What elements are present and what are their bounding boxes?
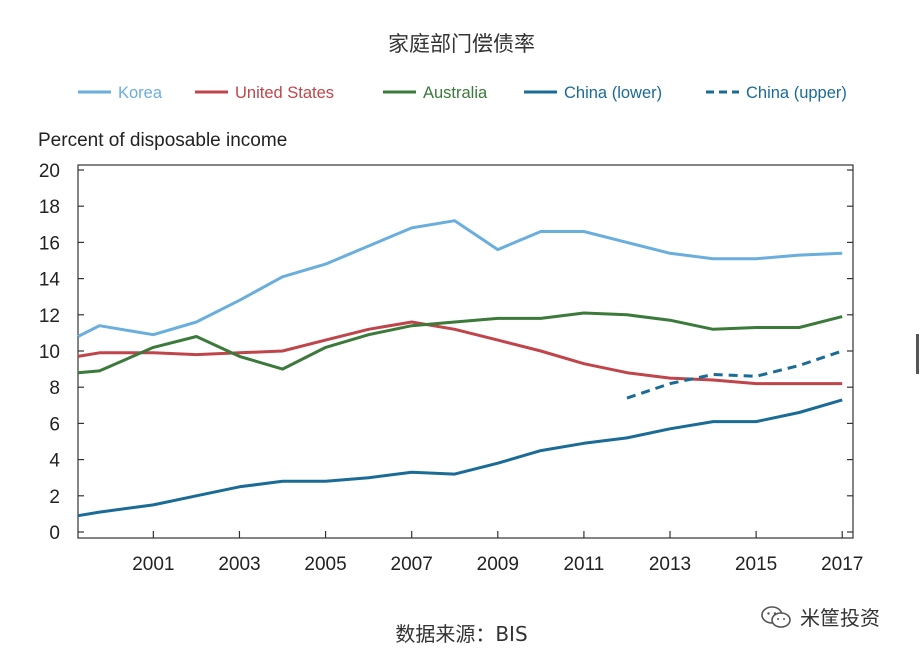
x-tick-label: 2001 bbox=[132, 554, 174, 575]
series-line-australia bbox=[77, 311, 843, 375]
y-tick-label: 18 bbox=[39, 197, 60, 218]
edge-divider bbox=[916, 334, 919, 374]
series-line-china-upper bbox=[626, 349, 843, 400]
x-tick-label: 2003 bbox=[218, 554, 260, 575]
legend-label: China (upper) bbox=[746, 84, 847, 102]
wechat-icon bbox=[761, 605, 791, 628]
x-tick-label: 2015 bbox=[735, 554, 777, 575]
y-tick-label: 2 bbox=[49, 487, 60, 508]
y-tick-label: 4 bbox=[49, 451, 60, 472]
chart-title: 家庭部门偿债率 bbox=[388, 32, 535, 56]
y-tick-label: 20 bbox=[39, 161, 60, 182]
y-tick-label: 8 bbox=[49, 378, 60, 399]
watermark: 米筐投资 bbox=[760, 602, 880, 631]
x-tick-label: 2005 bbox=[304, 554, 346, 575]
y-axis-label: Percent of disposable income bbox=[38, 130, 287, 151]
series-line-china-lower bbox=[77, 398, 843, 518]
y-tick-label: 16 bbox=[39, 233, 60, 254]
legend-label: China (lower) bbox=[564, 84, 662, 102]
x-tick-label: 2011 bbox=[563, 554, 604, 575]
x-tick-label: 2013 bbox=[649, 554, 691, 575]
series-line-korea bbox=[77, 219, 843, 338]
plot-frame bbox=[77, 164, 854, 539]
y-tick-label: 10 bbox=[39, 342, 60, 363]
y-tick-label: 14 bbox=[39, 270, 61, 291]
legend-label: Australia bbox=[423, 84, 488, 102]
y-axis-ticks: 0 2 4 6 8 10 12 14 16 18 20 bbox=[39, 161, 853, 544]
legend-label: Korea bbox=[118, 84, 163, 102]
y-tick-label: 6 bbox=[49, 414, 60, 435]
watermark-text: 米筐投资 bbox=[800, 606, 880, 630]
legend: Korea United States Australia China (lower)… bbox=[78, 84, 847, 102]
source-note: 数据来源：BIS bbox=[395, 622, 528, 646]
x-tick-label: 2007 bbox=[391, 554, 433, 575]
y-tick-label: 0 bbox=[49, 523, 60, 544]
x-tick-label: 2009 bbox=[477, 554, 519, 575]
y-tick-label: 12 bbox=[39, 306, 60, 327]
series-line-united-states bbox=[77, 320, 843, 386]
plot-border bbox=[77, 164, 854, 539]
series-layer bbox=[77, 219, 843, 518]
legend-label: United States bbox=[235, 84, 334, 102]
x-tick-label: 2017 bbox=[821, 554, 863, 575]
x-axis-ticks: 2001 2003 2005 2007 2009 2011 2013 2015 2017 bbox=[132, 531, 863, 575]
